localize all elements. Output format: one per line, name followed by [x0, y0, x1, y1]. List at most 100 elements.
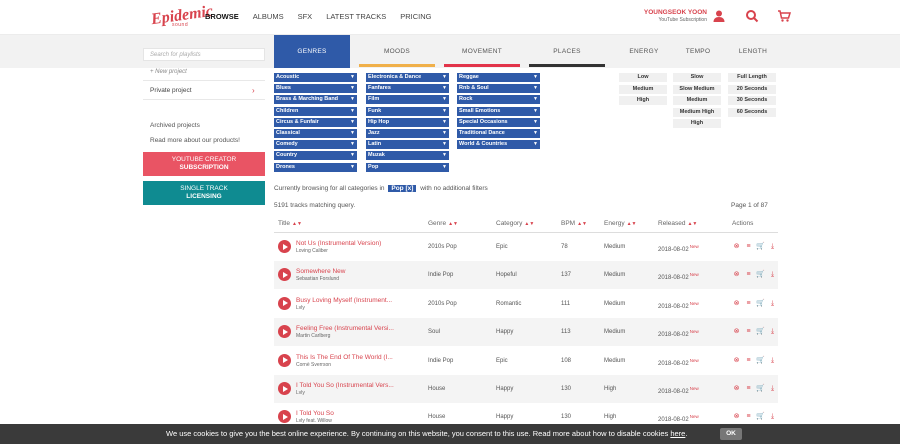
- play-button[interactable]: [278, 325, 291, 339]
- similar-icon[interactable]: ⊗: [733, 243, 740, 250]
- tab-length[interactable]: LENGTH: [728, 35, 778, 68]
- nav-pricing[interactable]: PRICING: [400, 12, 432, 21]
- track-artist[interactable]: Cornè Sverrson: [296, 361, 332, 368]
- genre-dropdown[interactable]: Children ▼: [274, 106, 357, 116]
- new-project-link[interactable]: + New project: [150, 69, 187, 75]
- similar-icon[interactable]: ⊗: [733, 271, 740, 279]
- genre-dropdown[interactable]: Classical ▼: [274, 129, 357, 138]
- genre-dropdown[interactable]: Traditional Dance ▼: [457, 129, 540, 138]
- tab-places[interactable]: PLACES: [529, 35, 605, 68]
- tempo-option[interactable]: High: [673, 119, 721, 128]
- cart-icon[interactable]: 🛒: [756, 271, 765, 279]
- col-released[interactable]: Released ▲▼: [658, 220, 698, 227]
- genre-dropdown[interactable]: Country ▼: [274, 151, 357, 161]
- add-to-playlist-icon[interactable]: ≡: [746, 385, 751, 392]
- play-button[interactable]: [278, 410, 291, 424]
- genre-dropdown[interactable]: Latin ▼: [366, 140, 449, 150]
- track-title[interactable]: I Told You So (Instrumental Vers...: [296, 382, 394, 389]
- nav-browse[interactable]: BROWSE: [205, 12, 239, 21]
- similar-icon[interactable]: ⊗: [733, 356, 740, 364]
- cart-icon[interactable]: 🛒: [756, 413, 765, 421]
- similar-icon[interactable]: ⊗: [733, 385, 740, 392]
- cart-icon[interactable]: 🛒: [756, 243, 765, 250]
- tempo-option[interactable]: Medium High: [673, 107, 721, 117]
- tempo-option[interactable]: Slow Medium: [673, 84, 721, 94]
- length-option[interactable]: Full Length: [728, 73, 776, 82]
- chevron-right-icon[interactable]: ›: [252, 86, 255, 95]
- genre-dropdown[interactable]: Hip Hop ▼: [366, 117, 449, 127]
- read-more-link[interactable]: Read more about our products!: [150, 137, 240, 144]
- genre-dropdown[interactable]: Film ▼: [366, 95, 449, 105]
- genre-dropdown[interactable]: Special Occasions ▼: [457, 117, 540, 127]
- genre-dropdown[interactable]: World & Countries ▼: [457, 140, 540, 150]
- add-to-playlist-icon[interactable]: ≡: [746, 413, 751, 421]
- nav-albums[interactable]: ALBUMS: [252, 12, 284, 21]
- genre-dropdown[interactable]: Acoustic ▼: [274, 73, 357, 82]
- download-icon[interactable]: ⤓: [770, 356, 775, 364]
- cookie-ok-button[interactable]: OK: [720, 428, 742, 440]
- cart-icon[interactable]: 🛒: [756, 356, 765, 364]
- cart-icon[interactable]: [777, 9, 791, 23]
- genre-dropdown[interactable]: Funk ▼: [366, 106, 449, 116]
- tempo-option[interactable]: Slow: [673, 73, 721, 82]
- track-artist[interactable]: Martin Carlberg: [296, 333, 331, 340]
- col-title[interactable]: Title ▲▼: [278, 220, 302, 227]
- genre-dropdown[interactable]: Circus & Funfair ▼: [274, 117, 357, 127]
- youtube-creator-button[interactable]: YOUTUBE CREATOR SUBSCRIPTION: [143, 152, 265, 176]
- energy-option[interactable]: High: [619, 96, 667, 105]
- add-to-playlist-icon[interactable]: ≡: [746, 299, 751, 307]
- download-icon[interactable]: ⤓: [770, 271, 775, 279]
- play-button[interactable]: [278, 382, 291, 395]
- col-category[interactable]: Category ▲▼: [496, 220, 535, 227]
- genre-dropdown[interactable]: Pop ▼: [366, 162, 449, 172]
- track-title[interactable]: Busy Loving Myself (Instrument...: [296, 296, 393, 304]
- genre-dropdown[interactable]: Small Emotions ▼: [457, 106, 540, 116]
- add-to-playlist-icon[interactable]: ≡: [746, 243, 751, 250]
- similar-icon[interactable]: ⊗: [733, 299, 740, 307]
- similar-icon[interactable]: ⊗: [733, 328, 740, 336]
- energy-option[interactable]: Low: [619, 73, 667, 82]
- genre-dropdown[interactable]: Reggae ▼: [457, 73, 540, 82]
- genre-dropdown[interactable]: Blues ▼: [274, 84, 357, 94]
- nav-sfx[interactable]: SFX: [297, 12, 313, 21]
- cookie-link[interactable]: here: [670, 429, 686, 438]
- tab-genres[interactable]: GENRES: [274, 35, 350, 68]
- length-option[interactable]: 30 Seconds: [728, 96, 776, 105]
- genre-dropdown[interactable]: Jazz ▼: [366, 129, 449, 138]
- playlist-search-input[interactable]: Search for playlists: [143, 48, 265, 61]
- genre-dropdown[interactable]: Muzak ▼: [366, 151, 449, 161]
- private-project-item[interactable]: Private project: [150, 87, 192, 94]
- search-icon[interactable]: [745, 9, 759, 23]
- track-title[interactable]: This Is The End Of The World (I...: [296, 353, 393, 361]
- track-title[interactable]: I Told You So: [296, 410, 334, 418]
- play-button[interactable]: [278, 268, 291, 282]
- track-artist[interactable]: Sebastian Forslund: [296, 276, 340, 283]
- play-button[interactable]: [278, 353, 291, 367]
- cart-icon[interactable]: 🛒: [756, 328, 765, 336]
- genre-dropdown[interactable]: Brass & Marching Band ▼: [274, 95, 357, 105]
- track-title[interactable]: Somewhere New: [296, 268, 346, 276]
- track-artist[interactable]: Lvly feat. Willow: [296, 418, 332, 425]
- track-artist[interactable]: Loving Caliber: [296, 248, 328, 254]
- col-bpm[interactable]: BPM ▲▼: [561, 220, 587, 227]
- track-title[interactable]: Not Us (Instrumental Version): [296, 240, 382, 247]
- track-artist[interactable]: Lvly: [296, 304, 305, 311]
- nav-latest-tracks[interactable]: LATEST TRACKS: [326, 12, 387, 21]
- genre-dropdown[interactable]: Rock ▼: [457, 95, 540, 105]
- download-icon[interactable]: ⤓: [770, 328, 775, 336]
- track-title[interactable]: Feeling Free (Instrumental Versi...: [296, 325, 394, 333]
- genre-dropdown[interactable]: Electronica & Dance ▼: [366, 73, 449, 82]
- genre-dropdown[interactable]: Rnb & Soul ▼: [457, 84, 540, 94]
- download-icon[interactable]: ⤓: [770, 299, 775, 307]
- add-to-playlist-icon[interactable]: ≡: [746, 328, 751, 336]
- active-filter-badge[interactable]: Pop [x]: [388, 185, 417, 192]
- download-icon[interactable]: ⤓: [770, 243, 775, 250]
- download-icon[interactable]: ⤓: [770, 385, 775, 392]
- play-button[interactable]: [278, 240, 291, 253]
- add-to-playlist-icon[interactable]: ≡: [746, 356, 751, 364]
- track-artist[interactable]: Lvly: [296, 390, 305, 396]
- add-to-playlist-icon[interactable]: ≡: [746, 271, 751, 279]
- genre-dropdown[interactable]: Fanfares ▼: [366, 84, 449, 94]
- tempo-option[interactable]: Medium: [673, 96, 721, 105]
- user-name[interactable]: YOUNGSEOK YOON: [643, 9, 707, 16]
